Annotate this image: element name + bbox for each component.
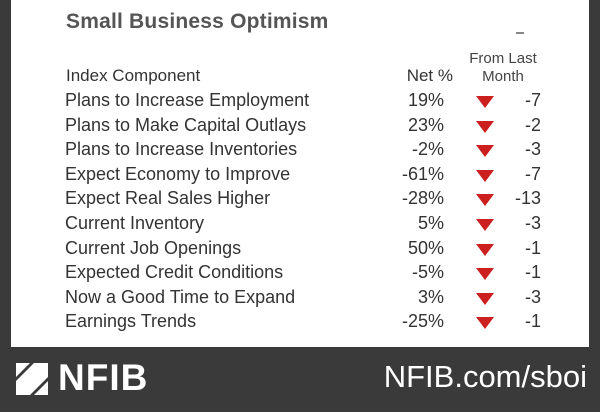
net-percent: 23% bbox=[407, 114, 444, 135]
down-triangle-icon bbox=[476, 268, 494, 281]
down-triangle-icon bbox=[476, 169, 494, 182]
component-label: Expect Real Sales Higher bbox=[65, 188, 271, 209]
change-value: -7 bbox=[524, 90, 541, 110]
footer-bar: NFIB NFIB.com/sboi bbox=[0, 347, 600, 412]
component-label: Current Inventory bbox=[65, 213, 205, 233]
change-value: -3 bbox=[524, 139, 541, 160]
net-percent: -5% bbox=[411, 262, 444, 283]
net-percent: -25% bbox=[401, 311, 444, 332]
table-row: Expect Real Sales Higher -28% -13 bbox=[11, 188, 589, 213]
table-row: Current Inventory 5% -3 bbox=[11, 213, 589, 238]
change-value: -2 bbox=[524, 114, 541, 135]
net-percent: 50% bbox=[407, 237, 444, 258]
net-percent: -28% bbox=[401, 188, 444, 209]
net-percent: 3% bbox=[417, 286, 444, 307]
optimism-table-card: Small Business Optimism From Last Month … bbox=[11, 0, 589, 347]
component-label: Expected Credit Conditions bbox=[65, 262, 284, 283]
table-row: Plans to Make Capital Outlays 23% -2 bbox=[11, 115, 589, 140]
component-label: Earnings Trends bbox=[65, 311, 197, 332]
change-value: -1 bbox=[524, 311, 541, 332]
footer-url-link[interactable]: NFIB.com/sboi bbox=[383, 359, 587, 394]
down-triangle-icon bbox=[476, 194, 494, 207]
net-percent: -61% bbox=[401, 163, 444, 184]
down-triangle-icon bbox=[476, 120, 494, 133]
component-label: Plans to Increase Employment bbox=[65, 90, 310, 110]
down-triangle-icon bbox=[476, 243, 494, 256]
table-row: Expect Economy to Improve -61% -7 bbox=[11, 164, 589, 189]
down-triangle-icon bbox=[476, 317, 494, 330]
component-label: Current Job Openings bbox=[65, 237, 242, 258]
table-row: Plans to Increase Inventories -2% -3 bbox=[11, 139, 589, 164]
column-header-component: Index Component bbox=[66, 66, 201, 85]
component-label: Plans to Increase Inventories bbox=[65, 139, 298, 160]
column-header-net: Net % bbox=[406, 66, 453, 85]
table-row: Now a Good Time to Expand 3% -3 bbox=[11, 287, 589, 312]
change-value: -3 bbox=[524, 286, 541, 307]
table-row: Expected Credit Conditions -5% -1 bbox=[11, 262, 589, 287]
component-label: Expect Economy to Improve bbox=[65, 163, 291, 184]
table-row: Current Job Openings 50% -1 bbox=[11, 238, 589, 263]
down-triangle-icon bbox=[476, 292, 494, 305]
change-value: -1 bbox=[524, 237, 541, 258]
change-value: -7 bbox=[524, 163, 541, 184]
table-row: Plans to Increase Employment 19% -7 bbox=[11, 90, 589, 115]
change-value: -3 bbox=[524, 213, 541, 233]
net-percent: 5% bbox=[417, 213, 444, 233]
down-triangle-icon bbox=[476, 96, 494, 108]
down-triangle-icon bbox=[476, 145, 494, 158]
page-title: Small Business Optimism bbox=[66, 10, 329, 33]
column-header-change: From Last Month bbox=[469, 50, 537, 85]
header-dash bbox=[516, 32, 524, 34]
net-percent: -2% bbox=[411, 139, 444, 160]
nfib-logo-text: NFIB bbox=[58, 357, 149, 398]
component-label: Plans to Make Capital Outlays bbox=[65, 114, 307, 135]
table-row: Earnings Trends -25% -1 bbox=[11, 311, 589, 336]
change-value: -1 bbox=[524, 262, 541, 283]
change-value: -13 bbox=[514, 188, 541, 209]
net-percent: 19% bbox=[407, 90, 444, 110]
nfib-logo-icon bbox=[16, 363, 48, 395]
component-label: Now a Good Time to Expand bbox=[65, 286, 296, 307]
down-triangle-icon bbox=[476, 219, 494, 231]
